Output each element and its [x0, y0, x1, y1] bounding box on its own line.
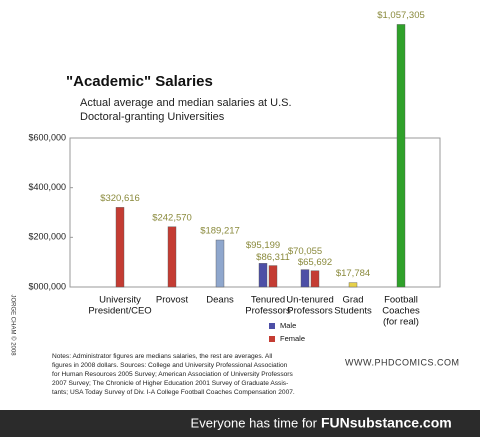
value-label: $1,057,305 — [377, 10, 425, 21]
chart-subtitle: Actual average and median salaries at U.… — [80, 97, 292, 109]
x-tick-label: President/CEO — [88, 306, 151, 317]
y-tick-label: $000,000 — [28, 281, 66, 291]
value-label: $86,311 — [256, 252, 290, 263]
x-tick-label: Tenured — [251, 295, 285, 306]
legend-label: Male — [280, 321, 296, 330]
value-label: $242,570 — [152, 212, 192, 223]
bar — [300, 269, 310, 288]
chart-title: "Academic" Salaries — [66, 73, 213, 90]
credit: JORGE CHAM © 2008 — [9, 294, 16, 356]
value-label: $70,055 — [288, 246, 322, 257]
footer-brand: FUNsubstance.com — [321, 415, 452, 431]
x-tick-label: Deans — [206, 295, 234, 306]
x-tick-label: Football — [384, 295, 418, 306]
value-label: $189,217 — [200, 226, 240, 237]
legend-swatch — [269, 336, 275, 342]
bar — [215, 239, 225, 288]
bar — [115, 207, 125, 288]
x-tick-label: Students — [334, 306, 372, 317]
bar — [310, 270, 320, 288]
y-tick-label: $200,000 — [28, 232, 66, 242]
bar — [348, 282, 358, 288]
footer-bar — [0, 410, 480, 437]
y-tick-label: $600,000 — [28, 132, 66, 142]
x-tick-label: University — [99, 295, 141, 306]
chart-subtitle: Doctoral-granting Universities — [80, 111, 225, 123]
x-tick-label: Coaches — [382, 306, 420, 317]
x-tick-label: Grad — [342, 295, 363, 306]
value-label: $95,199 — [246, 240, 280, 251]
notes-line: tants; USA Today Survey of Div. I-A Coll… — [52, 389, 295, 396]
notes-line: Notes: Administrator figures are medians… — [52, 353, 273, 360]
x-tick-label: Professors — [287, 306, 333, 317]
bar — [396, 24, 406, 288]
legend-swatch — [269, 323, 275, 329]
bar — [258, 263, 268, 288]
legend-label: Female — [280, 334, 305, 343]
notes-line: for Human Resources 2005 Survey; America… — [52, 371, 293, 378]
notes-line: 2007 Survey; The Chronicle of Higher Edu… — [52, 380, 288, 387]
bar — [268, 265, 278, 288]
x-tick-label: Provost — [156, 295, 189, 306]
x-tick-label: Un-tenured — [286, 295, 334, 306]
y-tick-label: $400,000 — [28, 182, 66, 192]
value-label: $17,784 — [336, 268, 370, 279]
plot-frame — [69, 137, 441, 288]
bar — [167, 226, 177, 288]
notes-line: figures in 2008 dollars. Sources: Colleg… — [52, 362, 288, 369]
x-tick-label: Professors — [245, 306, 291, 317]
value-label: $320,616 — [100, 193, 140, 204]
x-tick-label: (for real) — [383, 317, 419, 328]
website: WWW.PHDCOMICS.COM — [345, 357, 460, 367]
footer-text: Everyone has time for — [191, 415, 318, 430]
value-label: $65,692 — [298, 257, 332, 268]
